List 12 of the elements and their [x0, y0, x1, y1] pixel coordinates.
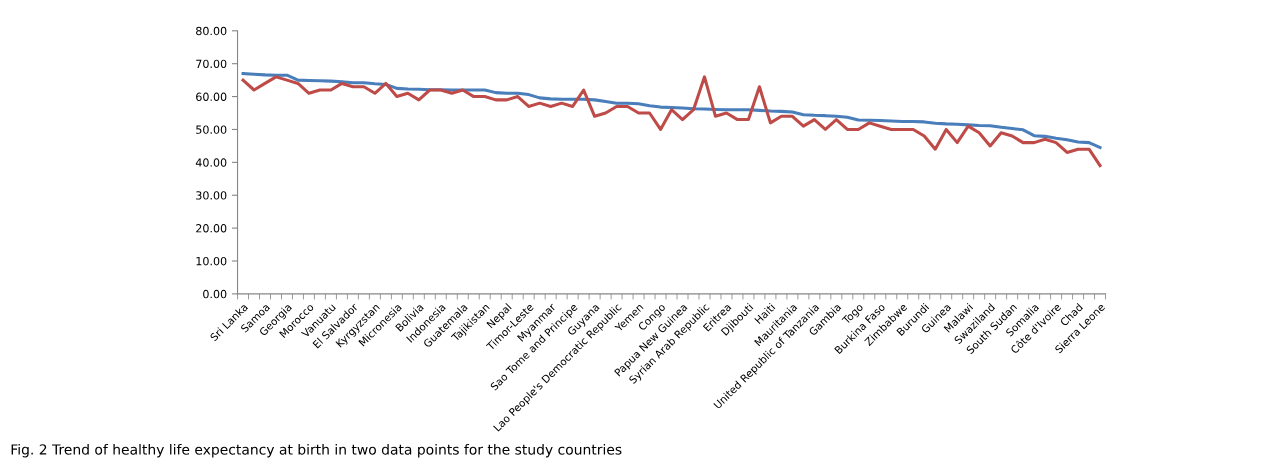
y-tick-label: 40.00: [195, 158, 227, 167]
y-tick-label: 60.00: [196, 92, 227, 101]
y-tick-label: 80.00: [196, 26, 227, 36]
line-series: [241, 72, 1102, 150]
y-tick-label: 50.00: [196, 125, 227, 134]
y-tick-label: 0.00: [203, 289, 227, 299]
y-tick-label: 10.00: [196, 256, 227, 266]
line-series: [241, 75, 1102, 168]
caption: Fig. 2 Trend of healthy life expectancy at birth in two data points for the study countries: [11, 443, 622, 458]
y-tick-label: 20.00: [196, 224, 227, 233]
y-tick-label: 70.00: [196, 59, 227, 69]
y-tick-label: 30.00: [196, 191, 227, 200]
